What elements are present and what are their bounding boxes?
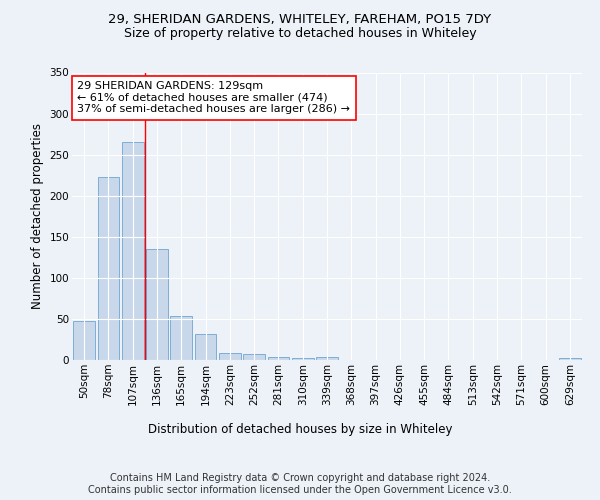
Bar: [559, 358, 581, 360]
Text: Size of property relative to detached houses in Whiteley: Size of property relative to detached ho…: [124, 28, 476, 40]
Bar: [219, 352, 241, 360]
Bar: [122, 142, 143, 360]
Bar: [292, 358, 314, 360]
Bar: [194, 334, 217, 360]
Text: 29 SHERIDAN GARDENS: 129sqm
← 61% of detached houses are smaller (474)
37% of se: 29 SHERIDAN GARDENS: 129sqm ← 61% of det…: [77, 81, 350, 114]
Text: Distribution of detached houses by size in Whiteley: Distribution of detached houses by size …: [148, 422, 452, 436]
Bar: [170, 316, 192, 360]
Text: 29, SHERIDAN GARDENS, WHITELEY, FAREHAM, PO15 7DY: 29, SHERIDAN GARDENS, WHITELEY, FAREHAM,…: [109, 12, 491, 26]
Bar: [73, 322, 95, 360]
Bar: [97, 177, 119, 360]
Text: Contains HM Land Registry data © Crown copyright and database right 2024.
Contai: Contains HM Land Registry data © Crown c…: [88, 474, 512, 495]
Bar: [316, 356, 338, 360]
Bar: [243, 354, 265, 360]
Bar: [268, 356, 289, 360]
Y-axis label: Number of detached properties: Number of detached properties: [31, 123, 44, 309]
Bar: [146, 249, 168, 360]
